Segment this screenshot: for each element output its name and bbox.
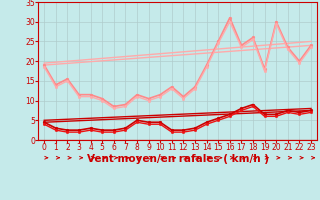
X-axis label: Vent moyen/en rafales ( km/h ): Vent moyen/en rafales ( km/h ) (87, 154, 268, 164)
